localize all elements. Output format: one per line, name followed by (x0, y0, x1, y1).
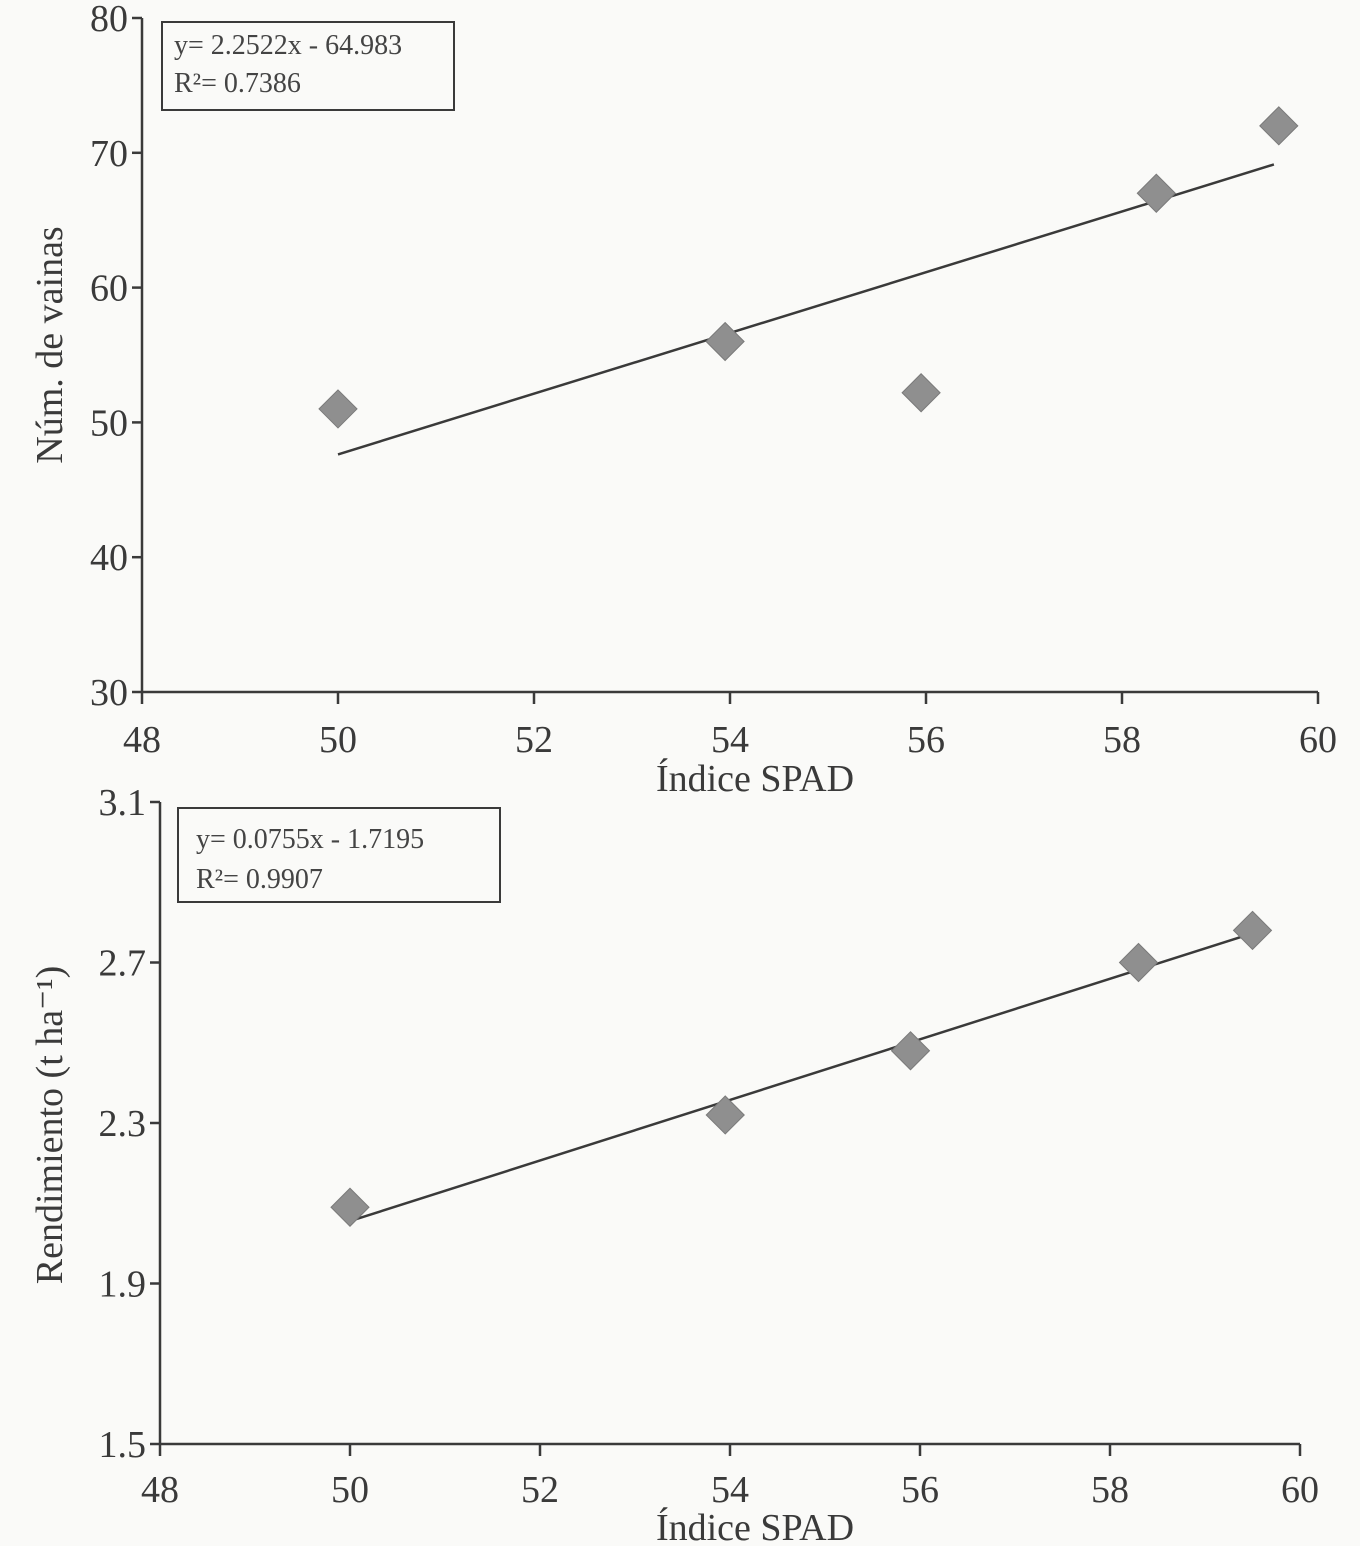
x-tick-label: 48 (123, 719, 161, 761)
chart-1-equation: y= 2.2522x - 64.983 (174, 30, 402, 61)
data-point-marker (705, 1095, 745, 1135)
y-tick-label: 1.5 (99, 1424, 147, 1466)
chart-yield-vs-spad: 1.5 1.9 2.3 2.7 3.1 48 50 52 54 56 58 60 y= 0.0755… (29, 782, 1319, 1546)
chart-2-y-axis-title: Rendimiento (t ha⁻¹) (29, 966, 71, 1285)
chart-2-y-ticks: 1.5 1.9 2.3 2.7 3.1 (99, 782, 160, 1466)
chart-1-x-axis-title: Índice SPAD (656, 758, 854, 800)
x-tick-label: 56 (901, 1469, 939, 1511)
chart-1-trendline (337, 163, 1275, 456)
data-point-marker (1136, 173, 1177, 213)
x-tick-label: 52 (521, 1469, 559, 1511)
x-tick-label: 54 (711, 719, 749, 761)
chart-1-r-squared: R²= 0.7386 (174, 68, 301, 99)
y-tick-label: 3.1 (99, 782, 147, 824)
y-tick-label: 60 (90, 268, 128, 310)
chart-2-equation: y= 0.0755x - 1.7195 (196, 824, 424, 855)
y-tick-label: 50 (90, 402, 128, 444)
x-tick-label: 58 (1091, 1469, 1129, 1511)
x-tick-label: 58 (1103, 719, 1141, 761)
data-point-marker (1118, 942, 1159, 983)
data-point-marker (330, 1187, 370, 1227)
x-tick-label: 50 (331, 1469, 369, 1511)
chart-1-y-axis-title: Núm. de vainas (29, 226, 71, 463)
data-point-marker (890, 1031, 931, 1071)
chart-2-r-squared: R²= 0.9907 (196, 864, 323, 895)
chart-1-y-ticks: 30 40 50 60 70 80 (90, 0, 142, 714)
chart-1-x-ticks: 48 50 52 54 56 58 60 (123, 692, 1337, 761)
chart-2-points (330, 910, 1273, 1227)
data-point-marker (901, 373, 941, 413)
x-tick-label: 50 (319, 719, 357, 761)
data-point-marker (1232, 910, 1273, 951)
chart-1-points (318, 106, 1299, 429)
x-tick-label: 60 (1299, 719, 1337, 761)
chart-pods-vs-spad: 30 40 50 60 70 80 48 50 52 54 56 58 60 y= 2.2522x -… (29, 0, 1337, 800)
chart-1-equation-box (161, 21, 455, 111)
y-tick-label: 40 (90, 537, 128, 579)
chart-2-x-axis-title: Índice SPAD (656, 1507, 854, 1546)
x-tick-label: 48 (141, 1469, 179, 1511)
x-tick-label: 54 (711, 1469, 749, 1511)
data-point-marker (1259, 106, 1299, 146)
y-tick-label: 1.9 (99, 1264, 147, 1306)
chart-2-x-ticks: 48 50 52 54 56 58 60 (141, 1444, 1319, 1511)
chart-2-equation-box (177, 807, 501, 903)
y-tick-label: 70 (90, 133, 128, 175)
y-tick-label: 30 (90, 672, 128, 714)
x-tick-label: 60 (1281, 1469, 1319, 1511)
x-tick-label: 56 (907, 719, 945, 761)
y-tick-label: 80 (90, 0, 128, 40)
y-tick-label: 2.3 (99, 1103, 147, 1145)
x-tick-label: 52 (515, 719, 553, 761)
chart-2-trendline (349, 932, 1253, 1223)
y-tick-label: 2.7 (99, 943, 147, 985)
data-point-marker (705, 321, 745, 362)
data-point-marker (318, 389, 358, 429)
